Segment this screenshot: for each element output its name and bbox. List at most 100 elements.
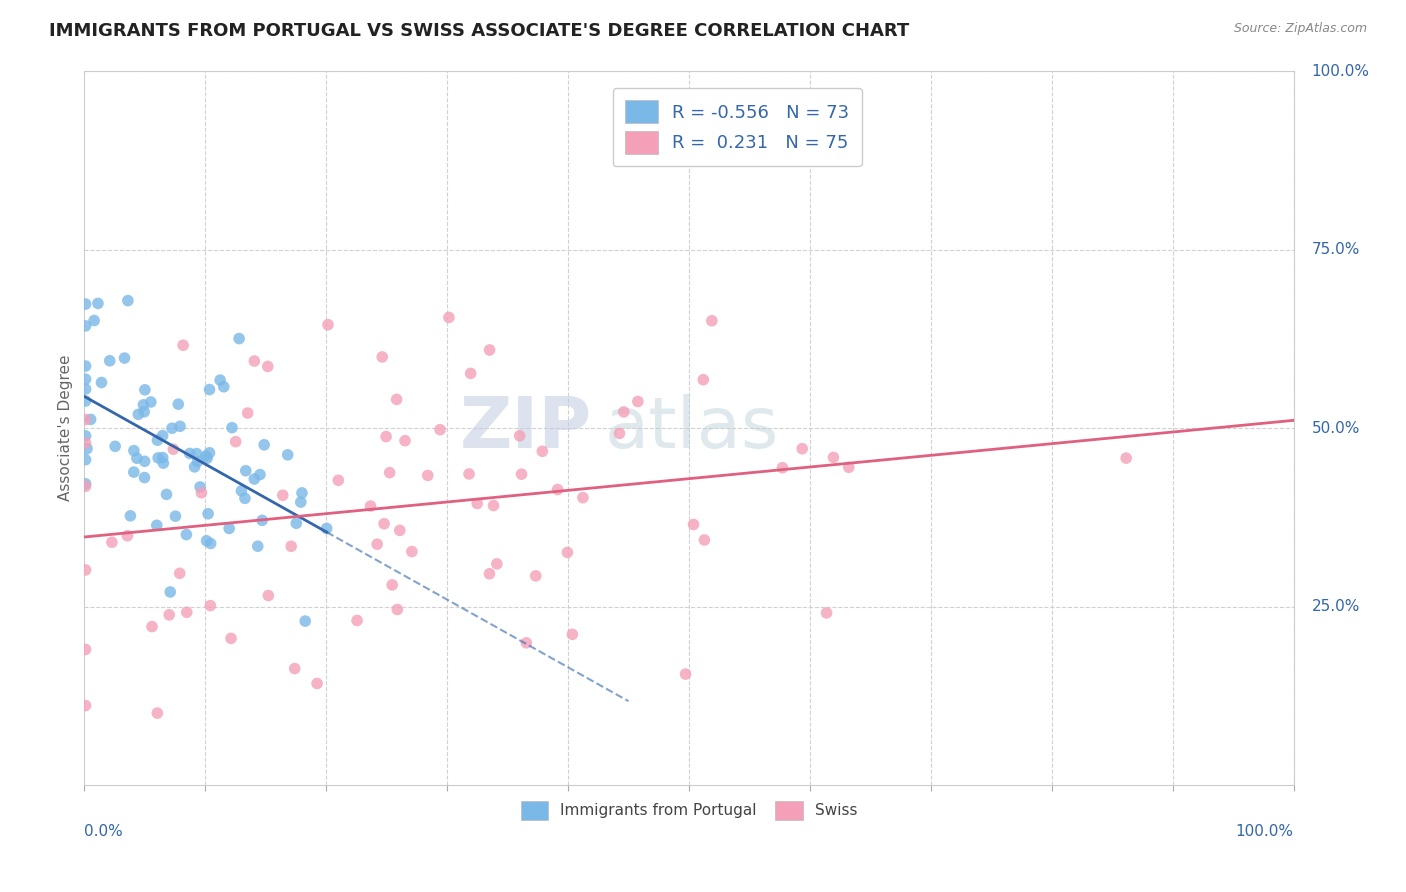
Point <box>246 539 269 553</box>
Point <box>198 446 221 460</box>
Point <box>122 465 145 479</box>
Point <box>256 359 278 374</box>
Point <box>75 563 97 577</box>
Point <box>675 667 697 681</box>
Point <box>146 450 169 465</box>
Point <box>515 636 537 650</box>
Point <box>218 521 240 535</box>
Point <box>87 296 110 310</box>
Point <box>478 566 501 581</box>
Point <box>316 318 339 332</box>
Point <box>127 408 149 422</box>
Point <box>378 466 401 480</box>
Point <box>225 434 247 449</box>
Point <box>117 293 139 308</box>
Point <box>478 343 501 357</box>
Point <box>75 452 97 467</box>
Point <box>1115 451 1137 466</box>
Point <box>235 464 257 478</box>
Point <box>700 314 723 328</box>
Point <box>75 372 97 386</box>
Point <box>387 602 409 616</box>
Point <box>243 472 266 486</box>
Point <box>98 353 121 368</box>
Point <box>75 698 97 713</box>
Point <box>375 429 398 443</box>
Point <box>152 428 174 442</box>
Point <box>609 426 631 441</box>
Point <box>162 442 184 457</box>
Point <box>371 350 394 364</box>
Point <box>141 619 163 633</box>
Point <box>458 467 481 481</box>
Point <box>346 614 368 628</box>
Point <box>152 456 174 470</box>
Point <box>172 338 194 352</box>
Point <box>179 446 201 460</box>
Text: 0.0%: 0.0% <box>84 824 124 839</box>
Point <box>510 467 533 482</box>
Text: 50.0%: 50.0% <box>1312 421 1360 435</box>
Point <box>627 394 650 409</box>
Point <box>195 533 218 548</box>
Point <box>195 451 218 466</box>
Point <box>169 566 191 581</box>
Point <box>531 444 554 458</box>
Point <box>75 394 97 409</box>
Point <box>134 470 156 484</box>
Point <box>200 599 222 613</box>
Point <box>236 406 259 420</box>
Point <box>271 488 294 502</box>
Point <box>693 533 716 547</box>
Point <box>104 439 127 453</box>
Point <box>692 373 714 387</box>
Point <box>146 518 169 533</box>
Point <box>231 483 253 498</box>
Point <box>209 373 232 387</box>
Point <box>197 507 219 521</box>
Point <box>190 485 212 500</box>
Point <box>429 423 451 437</box>
Point <box>125 451 148 466</box>
Point <box>167 397 190 411</box>
Text: 75.0%: 75.0% <box>1312 243 1360 257</box>
Point <box>385 392 408 407</box>
Point <box>188 480 211 494</box>
Point <box>388 524 411 538</box>
Point <box>165 509 187 524</box>
Point <box>75 476 97 491</box>
Text: 100.0%: 100.0% <box>1312 64 1369 78</box>
Point <box>437 310 460 325</box>
Point <box>482 499 505 513</box>
Point <box>132 398 155 412</box>
Point <box>198 383 221 397</box>
Text: Source: ZipAtlas.com: Source: ZipAtlas.com <box>1233 22 1367 36</box>
Point <box>524 569 547 583</box>
Point <box>561 627 583 641</box>
Point <box>328 473 350 487</box>
Point <box>152 450 174 465</box>
Y-axis label: Associate's Degree: Associate's Degree <box>58 355 73 501</box>
Point <box>186 455 208 469</box>
Point <box>134 405 156 419</box>
Point <box>122 443 145 458</box>
Point <box>146 433 169 447</box>
Point <box>381 578 404 592</box>
Point <box>90 376 112 390</box>
Point <box>146 706 169 720</box>
Point <box>290 495 312 509</box>
Point <box>219 632 242 646</box>
Point <box>285 516 308 531</box>
Point <box>117 529 139 543</box>
Point <box>277 448 299 462</box>
Point <box>485 557 508 571</box>
Point <box>557 545 579 559</box>
Point <box>75 412 97 426</box>
Point <box>465 496 488 510</box>
Point <box>253 438 276 452</box>
Point <box>169 419 191 434</box>
Point <box>176 605 198 619</box>
Text: ZIP: ZIP <box>460 393 592 463</box>
Point <box>815 606 838 620</box>
Point <box>212 380 235 394</box>
